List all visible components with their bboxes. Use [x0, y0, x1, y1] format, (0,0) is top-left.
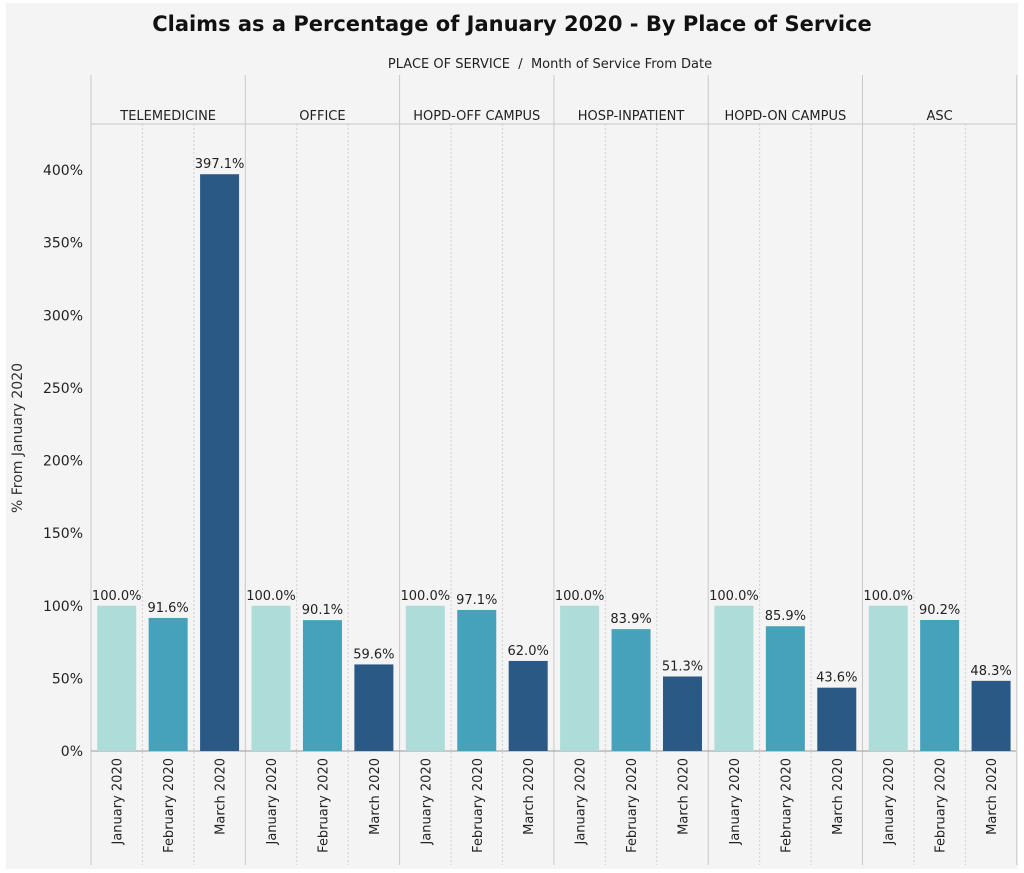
bar[interactable]: [817, 687, 857, 751]
bar-value-label: 100.0%: [92, 589, 142, 604]
bar-value-label: 100.0%: [555, 589, 605, 604]
bar[interactable]: [302, 620, 342, 751]
bar[interactable]: [765, 626, 805, 751]
bar-value-label: 62.0%: [508, 644, 549, 659]
x-tick-label: February 2020: [625, 758, 640, 853]
bar[interactable]: [251, 605, 291, 751]
bar-value-label: 100.0%: [863, 589, 913, 604]
x-tick-label: February 2020: [471, 758, 486, 853]
x-tick-label: March 2020: [368, 758, 383, 835]
bar[interactable]: [148, 617, 188, 751]
bar[interactable]: [662, 676, 702, 751]
x-tick-label: February 2020: [779, 758, 794, 853]
group-header-label: HOSP-INPATIENT: [578, 109, 685, 124]
y-tick-label: 250%: [43, 381, 83, 397]
x-tick-label: March 2020: [676, 758, 691, 835]
x-tick-label: January 2020: [419, 758, 434, 846]
bar[interactable]: [611, 629, 651, 751]
bar[interactable]: [714, 605, 754, 751]
y-tick-label: 0%: [61, 744, 83, 760]
x-tick-label: January 2020: [111, 758, 126, 846]
y-tick-label: 200%: [43, 454, 83, 470]
x-tick-label: March 2020: [522, 758, 537, 835]
y-tick-label: 400%: [43, 163, 83, 179]
x-tick-label: January 2020: [574, 758, 589, 846]
bar-value-label: 90.1%: [302, 603, 343, 618]
bar-value-label: 91.6%: [147, 601, 188, 616]
header-separator: /: [510, 57, 531, 72]
bar[interactable]: [200, 174, 240, 751]
x-tick-label: March 2020: [831, 758, 846, 835]
x-tick-label: February 2020: [934, 758, 949, 853]
x-tick-label: January 2020: [882, 758, 897, 846]
group-header-label: TELEMEDICINE: [119, 109, 216, 124]
bar-value-label: 43.6%: [816, 671, 857, 686]
chart-title: Claims as a Percentage of January 2020 -…: [152, 12, 872, 36]
group-header-label: HOPD-ON CAMPUS: [724, 109, 846, 124]
bar-value-label: 100.0%: [401, 589, 451, 604]
x-tick-label: January 2020: [265, 758, 280, 846]
bar[interactable]: [97, 605, 137, 751]
bar[interactable]: [508, 660, 548, 751]
y-tick-label: 350%: [43, 236, 83, 252]
bar[interactable]: [868, 605, 908, 751]
group-header-label: HOPD-OFF CAMPUS: [413, 109, 540, 124]
header-subdimension: Month of Service From Date: [530, 57, 713, 72]
bar-value-label: 100.0%: [709, 589, 759, 604]
bar-value-label: 397.1%: [195, 157, 245, 172]
bar-value-label: 97.1%: [456, 593, 497, 608]
bar-value-label: 100.0%: [246, 589, 296, 604]
bar-value-label: 59.6%: [353, 647, 394, 662]
y-axis-title: % From January 2020: [10, 363, 26, 513]
x-tick-label: January 2020: [728, 758, 743, 846]
bar-value-label: 51.3%: [662, 659, 703, 674]
column-header-caption: PLACE OF SERVICE / Month of Service From…: [0, 57, 1024, 72]
header-dimension: PLACE OF SERVICE: [387, 57, 511, 72]
bar-value-label: 85.9%: [765, 609, 806, 624]
bar-value-label: 48.3%: [970, 664, 1011, 679]
x-tick-label: February 2020: [316, 758, 331, 853]
group-header-label: OFFICE: [299, 109, 345, 124]
y-tick-label: 100%: [43, 599, 83, 615]
bar[interactable]: [560, 605, 600, 751]
group-header-label: ASC: [927, 109, 953, 124]
x-tick-label: March 2020: [985, 758, 1000, 835]
bar[interactable]: [457, 609, 497, 751]
y-tick-label: 150%: [43, 526, 83, 542]
bar[interactable]: [971, 680, 1011, 751]
y-tick-label: 300%: [43, 308, 83, 324]
bar-value-label: 83.9%: [610, 612, 651, 627]
bar[interactable]: [920, 619, 960, 751]
x-tick-label: February 2020: [162, 758, 177, 853]
y-tick-label: 50%: [52, 671, 83, 687]
bar[interactable]: [354, 664, 394, 751]
bar-value-label: 90.2%: [919, 603, 960, 618]
bar[interactable]: [405, 605, 445, 751]
x-tick-label: March 2020: [214, 758, 229, 835]
